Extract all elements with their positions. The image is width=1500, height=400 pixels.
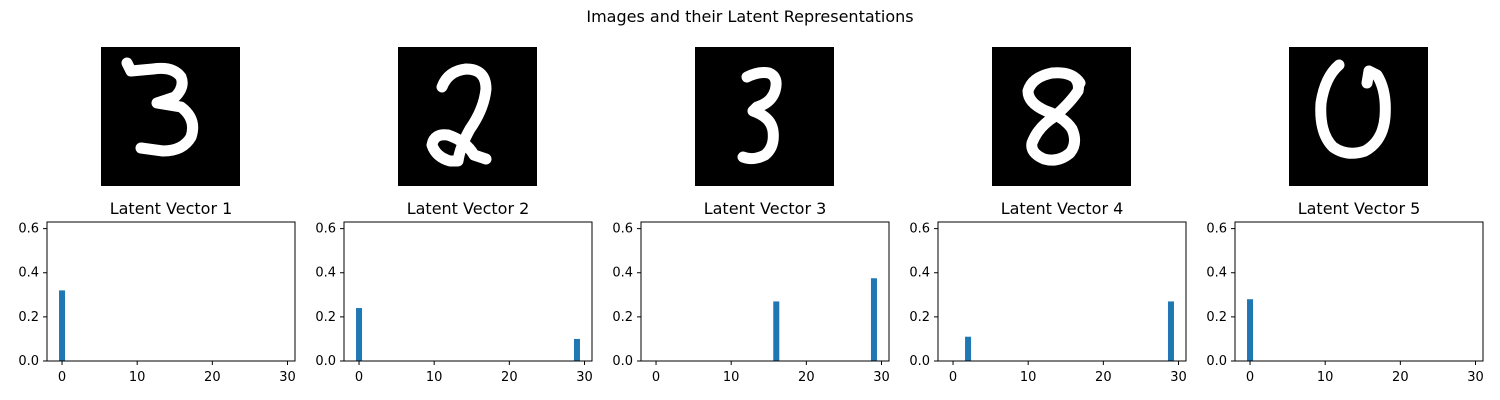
y-tick-label: 0.2 (909, 310, 930, 325)
bar (1247, 299, 1254, 361)
x-tick-label: 30 (279, 370, 296, 385)
y-tick-label: 0.2 (315, 310, 336, 325)
latent-vector-3-chart: Latent Vector 3 0 10 20 30 0.0 0.2 0.4 0.6 (612, 199, 889, 385)
latent-bar-charts: Latent Vector 10 10 20 300.00.20.40.6Latent… (18, 199, 1483, 385)
handwritten-digit-2-image (398, 47, 537, 186)
x-tick-label: 30 (576, 370, 593, 385)
latent-vector-1-chart: Latent Vector 1 0 10 20 30 0.0 0.2 0.4 0.6 (18, 199, 295, 385)
bar (573, 338, 580, 361)
x-tick-label: 0 (58, 370, 66, 385)
x-tick-label: 10 (1317, 370, 1334, 385)
x-tick-label: 20 (204, 370, 221, 385)
y-tick-label: 0.6 (909, 222, 930, 237)
bar (1167, 301, 1174, 361)
y-tick-label: 0.2 (612, 310, 633, 325)
axes-frame (46, 221, 296, 362)
x-tick-label: 30 (1170, 370, 1187, 385)
subplot-title: Latent Vector 3 (704, 199, 827, 218)
bar (965, 336, 972, 361)
bar (870, 278, 877, 361)
axes-frame (1234, 221, 1484, 362)
axes-frame (640, 221, 890, 362)
axes-frame (343, 221, 593, 362)
x-tick-label: 20 (501, 370, 518, 385)
figure-title: Images and their Latent Representations (586, 7, 913, 26)
bar (59, 290, 66, 361)
subplot-title: Latent Vector 4 (1001, 199, 1124, 218)
y-tick-label: 0.0 (1206, 354, 1227, 369)
y-tick-label: 0.4 (612, 266, 633, 281)
x-tick-label: 10 (1020, 370, 1037, 385)
y-tick-label: 0.2 (1206, 310, 1227, 325)
y-tick-label: 0.0 (18, 354, 39, 369)
y-tick-label: 0.4 (1206, 266, 1227, 281)
latent-vector-4-chart: Latent Vector 4 0 10 20 30 0.0 0.2 0.4 0.6 (909, 199, 1186, 385)
y-tick-label: 0.6 (18, 222, 39, 237)
y-tick-label: 0.4 (315, 266, 336, 281)
handwritten-digit-0-image (1289, 47, 1428, 186)
axes-frame (937, 221, 1187, 362)
x-tick-label: 0 (355, 370, 363, 385)
x-tick-label: 20 (1095, 370, 1112, 385)
subplot-title: Latent Vector 5 (1298, 199, 1421, 218)
handwritten-digit-8-image (992, 47, 1131, 186)
x-tick-label: 30 (873, 370, 890, 385)
y-tick-label: 0.0 (612, 354, 633, 369)
x-tick-label: 0 (1246, 370, 1254, 385)
y-tick-label: 0.6 (612, 222, 633, 237)
latent-vector-5-chart: Latent Vector 5 0 10 20 30 0.0 0.2 0.4 0.6 (1206, 199, 1483, 385)
bar (773, 301, 780, 361)
latent-vector-2-chart: Latent Vector 2 0 10 20 30 0.0 0.2 0.4 0.6 (315, 199, 592, 385)
x-tick-label: 0 (949, 370, 957, 385)
y-tick-label: 0.4 (18, 266, 39, 281)
bar (356, 308, 363, 361)
digit-images (101, 47, 1428, 186)
x-tick-label: 20 (1392, 370, 1409, 385)
y-tick-label: 0.6 (1206, 222, 1227, 237)
x-tick-label: 0 (652, 370, 660, 385)
handwritten-digit-3-image (101, 47, 240, 186)
handwritten-digit-3-image (695, 47, 834, 186)
x-tick-label: 30 (1467, 370, 1484, 385)
x-tick-label: 10 (129, 370, 146, 385)
x-tick-label: 10 (426, 370, 443, 385)
y-tick-label: 0.2 (18, 310, 39, 325)
y-tick-label: 0.0 (315, 354, 336, 369)
y-tick-label: 0.0 (909, 354, 930, 369)
x-tick-label: 20 (798, 370, 815, 385)
y-tick-label: 0.4 (909, 266, 930, 281)
subplot-title: Latent Vector 1 (110, 199, 233, 218)
subplot-title: Latent Vector 2 (407, 199, 530, 218)
y-tick-label: 0.6 (315, 222, 336, 237)
x-tick-label: 10 (723, 370, 740, 385)
